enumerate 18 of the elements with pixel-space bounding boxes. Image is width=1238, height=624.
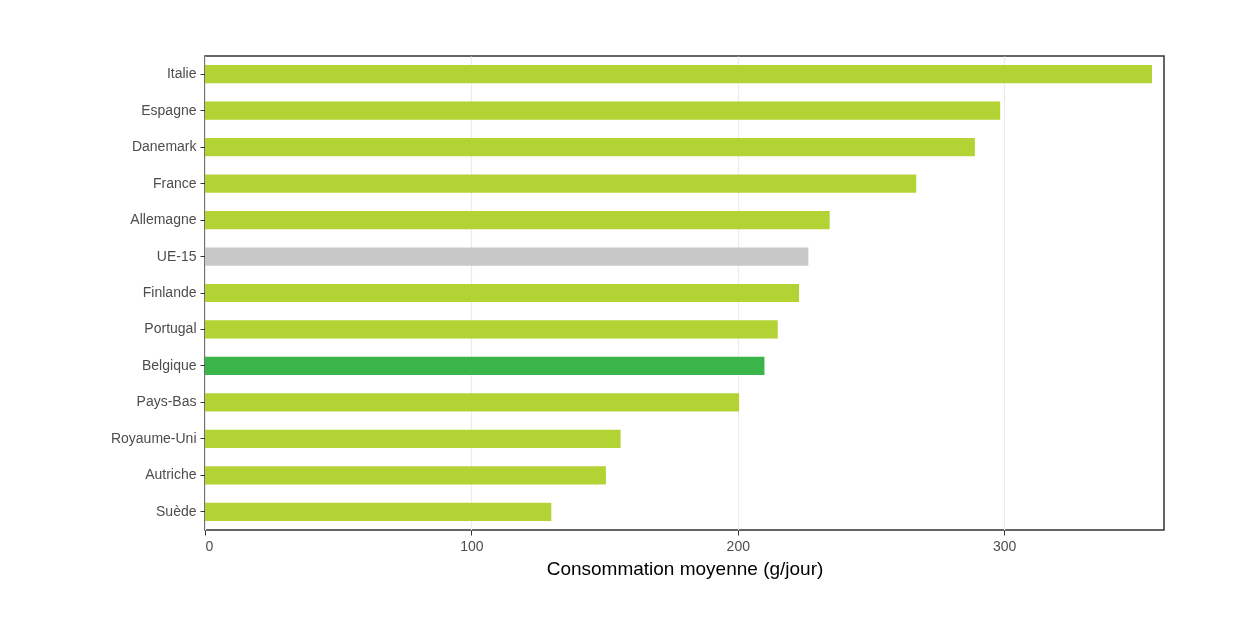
y-tick-label: Danemark bbox=[131, 138, 198, 155]
y-tick-label: Pays-Bas bbox=[136, 393, 197, 410]
y-tick-label: Belgique bbox=[142, 356, 197, 373]
y-tick-label: Royaume-Uni bbox=[110, 429, 197, 446]
y-tick-label: Portugal bbox=[144, 320, 197, 337]
x-axis-title: Consommation moyenne (g/jour) bbox=[546, 557, 824, 579]
y-tick-label: Finlande bbox=[142, 284, 197, 300]
y-tick-label: Autriche bbox=[145, 466, 197, 483]
x-tick-label: 200 bbox=[726, 537, 751, 554]
y-tick-label: Allemagne bbox=[130, 211, 197, 228]
x-tick-label: 300 bbox=[992, 537, 1017, 554]
y-tick-label: UE-15 bbox=[156, 247, 197, 264]
y-tick-label: Espagne bbox=[141, 101, 197, 118]
x-tick-label: 100 bbox=[460, 537, 484, 554]
y-tick-label: Suède bbox=[156, 502, 197, 519]
x-tick-label: 0 bbox=[205, 537, 214, 554]
y-tick-label: Italie bbox=[166, 65, 197, 82]
y-tick-label: France bbox=[152, 174, 197, 191]
